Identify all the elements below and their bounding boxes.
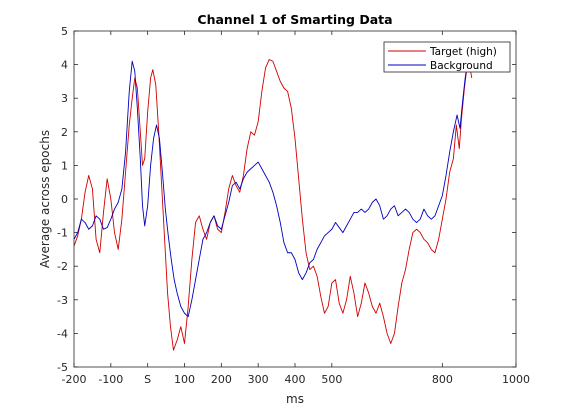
y-tick-label: -5	[57, 361, 68, 374]
axes-layer: -200 -100 S 100 200 300 400 500 800 1000 -5 -4 -3 -2 -…	[57, 25, 530, 386]
y-tick-label: 2	[61, 126, 68, 139]
x-tick-label: -200	[62, 373, 87, 386]
x-tick-label: 100	[174, 373, 195, 386]
y-tick-label: 3	[61, 92, 68, 105]
y-tick-label: -4	[57, 327, 68, 340]
chart-title: Channel 1 of Smarting Data	[197, 12, 392, 27]
legend-label-background: Background	[430, 60, 493, 72]
y-tick-label: 1	[61, 159, 68, 172]
y-tick-label: 5	[61, 25, 68, 38]
x-tick-label: 500	[321, 373, 342, 386]
series-layer	[73, 54, 473, 351]
y-tick-label: -3	[57, 294, 68, 307]
series-line-1	[73, 54, 473, 318]
plot-area	[74, 31, 516, 367]
legend: Target (high) Background	[383, 41, 511, 73]
x-tick-label: 800	[432, 373, 453, 386]
y-tick-label: -1	[57, 227, 68, 240]
y-tick-label: -2	[57, 260, 68, 273]
x-tick-label: -100	[98, 373, 123, 386]
x-tick-label: 400	[285, 373, 306, 386]
y-axis-label: Average across epochs	[38, 130, 52, 268]
y-tick-label: 4	[61, 59, 68, 72]
legend-box	[383, 41, 511, 73]
x-tick-label: 300	[248, 373, 269, 386]
x-axis-label: ms	[286, 392, 304, 406]
y-tick-label: 0	[61, 193, 68, 206]
legend-label-target: Target (high)	[429, 46, 497, 58]
x-tick-label: 200	[211, 373, 232, 386]
series-line-0	[73, 57, 473, 351]
x-tick-label: 1000	[502, 373, 530, 386]
x-tick-label: S	[144, 373, 151, 386]
